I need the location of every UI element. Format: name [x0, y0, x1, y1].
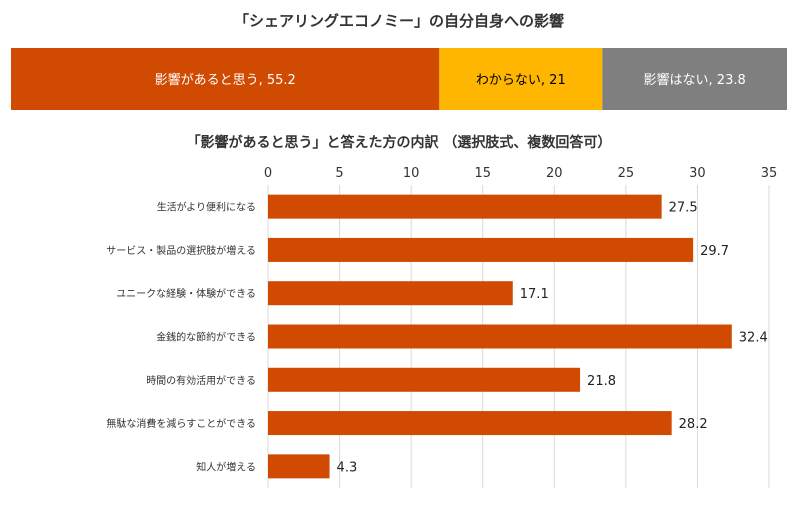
bar — [268, 237, 694, 262]
category-label: 無駄な消費を減らすことができる — [106, 417, 256, 430]
stacked-chart-title: 「シェアリングエコノミー」の自分自身への影響 — [234, 12, 564, 30]
bar — [268, 367, 581, 392]
category-label: 金銭的な節約ができる — [156, 331, 256, 344]
stacked-segment-label-2: 影響はない, 23.8 — [644, 72, 746, 88]
bar-chart-title: 「影響があると思う」と答えた方の内訳 （選択肢式、複数回答可） — [187, 134, 612, 151]
bar-value-label: 28.2 — [679, 417, 708, 432]
bar — [268, 411, 672, 436]
x-tick-label: 25 — [618, 166, 635, 181]
stacked-segment-2 — [602, 48, 787, 110]
x-tick-label: 30 — [689, 166, 706, 181]
x-tick-label: 20 — [546, 166, 563, 181]
category-label: 知人が増える — [196, 460, 256, 473]
stacked-segment-label-1: わからない, 21 — [476, 73, 566, 88]
bar-value-label: 4.3 — [337, 460, 358, 475]
bar-value-label: 29.7 — [700, 244, 729, 259]
bar-value-label: 32.4 — [739, 331, 768, 346]
bar-value-label: 27.5 — [669, 201, 698, 216]
stacked-segment-0 — [11, 48, 440, 110]
bar — [268, 281, 513, 306]
bar — [268, 194, 662, 219]
stacked-segment-label-0: 影響があると思う, 55.2 — [155, 72, 296, 88]
x-tick-label: 15 — [474, 166, 491, 181]
category-label: 生活がより便利になる — [157, 201, 256, 214]
bar-value-label: 17.1 — [520, 287, 549, 302]
category-label: サービス・製品の選択肢が増える — [106, 244, 256, 257]
x-tick-label: 0 — [264, 166, 272, 181]
bar — [268, 324, 732, 349]
stacked-segment-1 — [439, 48, 603, 110]
bar — [268, 454, 330, 479]
x-tick-label: 35 — [761, 166, 778, 181]
category-label: 時間の有効活用ができる — [146, 374, 256, 387]
bar-value-label: 21.8 — [587, 374, 616, 389]
x-tick-label: 10 — [403, 166, 420, 181]
x-tick-label: 5 — [335, 166, 343, 181]
category-label: ユニークな経験・体験ができる — [116, 287, 256, 300]
